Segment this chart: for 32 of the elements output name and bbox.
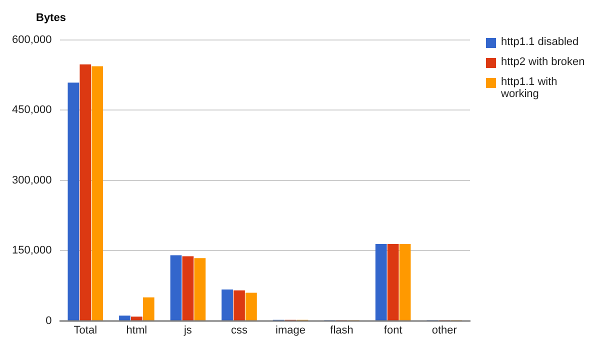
x-tick-label: other — [432, 324, 458, 336]
bar — [234, 290, 245, 320]
y-tick-label: 300,000 — [12, 174, 52, 186]
bar — [142, 297, 154, 320]
y-tick-label: 450,000 — [12, 104, 52, 116]
legend-label: http2 with broken — [501, 56, 585, 68]
bar — [182, 256, 194, 320]
bar — [399, 244, 411, 320]
x-tick-label: image — [276, 324, 306, 336]
y-tick-label: 0 — [46, 314, 52, 327]
bar — [80, 64, 92, 320]
bar — [170, 255, 182, 320]
bar — [92, 66, 104, 320]
y-tick-label: 600,000 — [12, 34, 52, 46]
bar — [119, 316, 130, 320]
bar — [194, 258, 206, 320]
y-tick-label: 150,000 — [12, 244, 52, 257]
legend-label: http1.1 with working — [501, 76, 558, 100]
x-tick-label: js — [182, 324, 192, 336]
bar — [246, 292, 257, 320]
x-tick-label: flash — [330, 324, 354, 336]
x-tick-label: font — [384, 324, 402, 336]
x-tick-label: css — [230, 324, 248, 336]
bar — [68, 82, 80, 320]
chart-title: Bytes — [36, 12, 66, 24]
x-tick-label: html — [126, 324, 148, 336]
x-tick-label: Total — [74, 324, 98, 336]
bar — [222, 289, 233, 320]
legend-label: http1.1 disabled — [501, 36, 579, 48]
bar — [375, 244, 387, 320]
bar — [387, 244, 399, 320]
bar — [131, 316, 142, 320]
